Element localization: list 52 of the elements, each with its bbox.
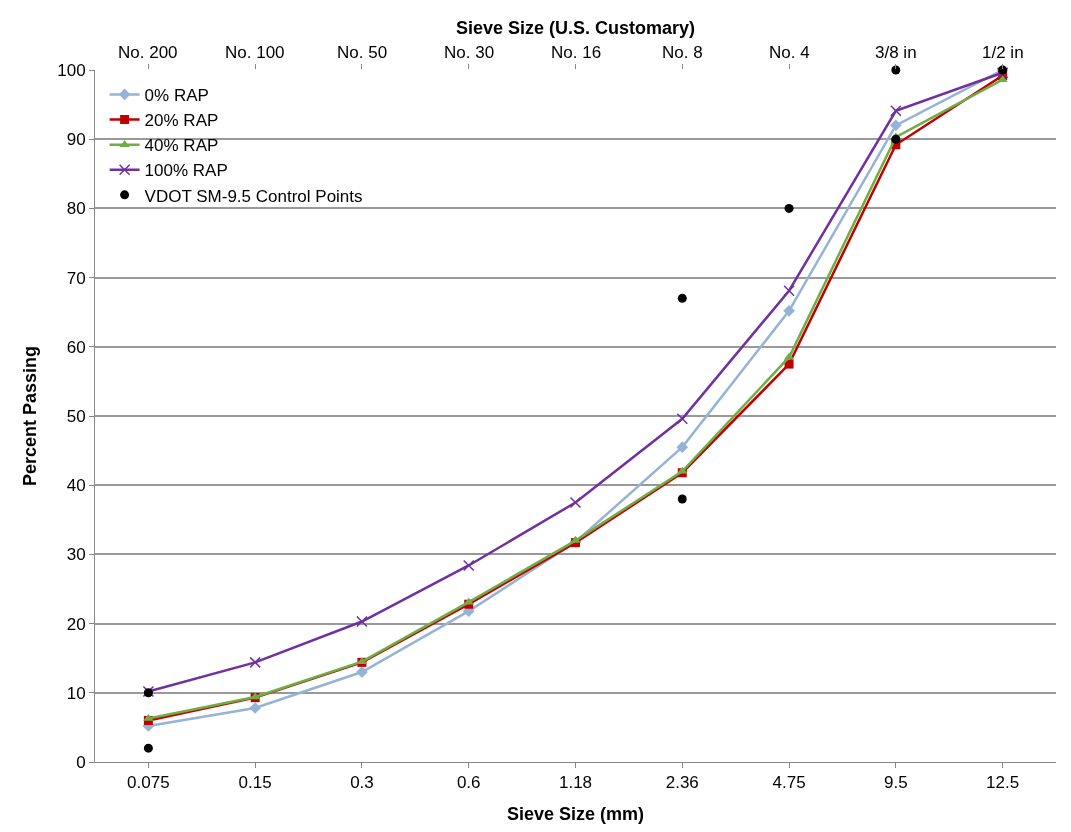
point bbox=[784, 359, 794, 369]
y-tick-label: 10 bbox=[66, 683, 86, 703]
point bbox=[889, 119, 902, 132]
point bbox=[676, 413, 689, 425]
y-tick-label: 40 bbox=[66, 476, 86, 496]
point bbox=[462, 559, 475, 572]
x-tick-label: 2.36 bbox=[665, 773, 699, 793]
text: No. 4 bbox=[769, 43, 810, 62]
x-axis-title: Sieve Size (mm) bbox=[506, 803, 645, 824]
point bbox=[143, 713, 154, 721]
legend-label: 0% RAP bbox=[144, 86, 209, 106]
y-axis-title: Percent Passing bbox=[20, 345, 41, 487]
point bbox=[249, 702, 262, 714]
legend-label: 40% RAP bbox=[144, 136, 219, 156]
text: 3/8 in bbox=[875, 43, 917, 62]
x-tick-label: 1.18 bbox=[558, 773, 593, 793]
y-tick-label: 60 bbox=[66, 337, 86, 357]
y-tick-label: 80 bbox=[66, 199, 86, 219]
x-tick-label: 4.75 bbox=[772, 773, 806, 793]
legend-label: 100% RAP bbox=[144, 161, 228, 181]
y-tick-label: 20 bbox=[66, 614, 86, 634]
point bbox=[677, 466, 688, 474]
x-tick-label: 9.5 bbox=[884, 773, 908, 793]
point bbox=[569, 496, 582, 509]
x-tick-label: 0.3 bbox=[350, 773, 374, 793]
point bbox=[783, 285, 795, 297]
text: No. 50 bbox=[337, 43, 388, 62]
text: No. 16 bbox=[551, 43, 602, 62]
text: No. 30 bbox=[444, 43, 495, 62]
y-tick-label: 100 bbox=[57, 60, 86, 80]
point bbox=[356, 615, 368, 628]
point bbox=[783, 304, 795, 317]
y-tick-label: 90 bbox=[66, 130, 86, 150]
point bbox=[676, 441, 689, 453]
y-tick-label: 0 bbox=[76, 752, 86, 772]
x2-axis-title: Sieve Size (U.S. Customary) bbox=[456, 18, 696, 38]
text: 1/2 in bbox=[982, 43, 1024, 62]
x-tick-label: 0.075 bbox=[127, 773, 170, 793]
legend-label: 20% RAP bbox=[144, 111, 219, 131]
text: No. 100 bbox=[225, 43, 285, 62]
text: No. 8 bbox=[662, 43, 703, 62]
x-tick-label: 0.15 bbox=[238, 773, 272, 793]
point bbox=[249, 656, 261, 669]
y-tick-label: 30 bbox=[66, 545, 86, 565]
x-tick-label: 0.6 bbox=[456, 773, 481, 793]
point bbox=[143, 743, 153, 753]
x-tick-label: 12.5 bbox=[986, 773, 1020, 793]
y-tick-label: 50 bbox=[66, 406, 86, 426]
y-tick-label: 70 bbox=[66, 268, 86, 288]
point bbox=[890, 105, 902, 117]
legend-label: VDOT SM-9.5 Control Points bbox=[144, 186, 363, 206]
text: No. 200 bbox=[118, 43, 178, 62]
